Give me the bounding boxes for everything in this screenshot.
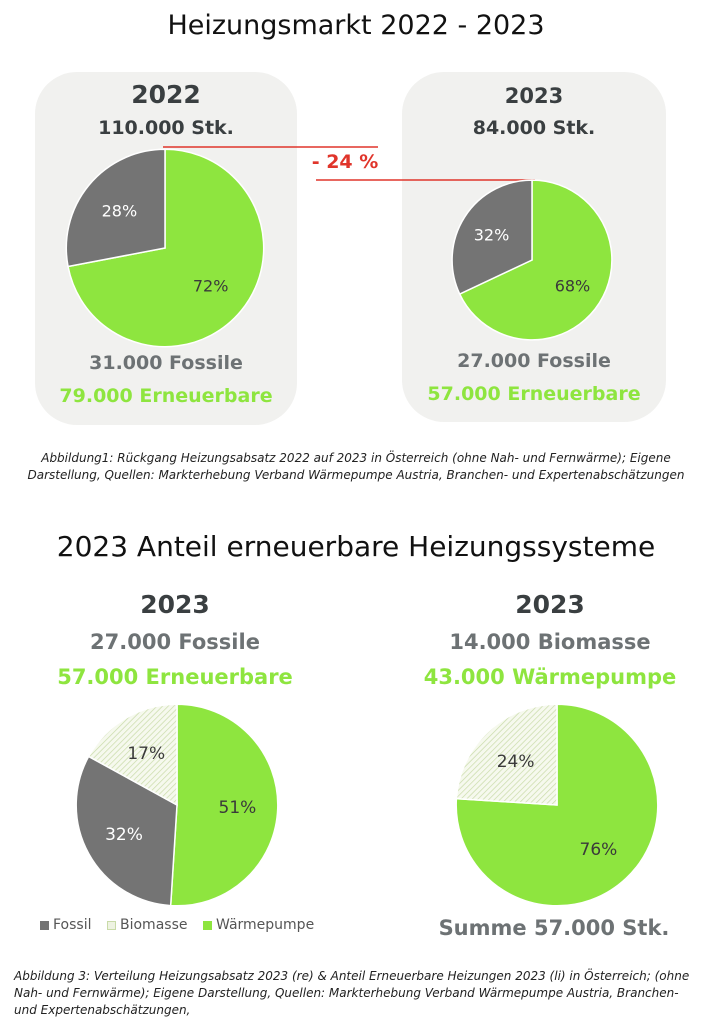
legend-swatch-fossil	[40, 921, 49, 930]
section-title: 2023 Anteil erneuerbare Heizungssysteme	[56, 530, 656, 563]
bottom-right-year: 2023	[515, 590, 585, 619]
change-label: - 24 %	[311, 151, 379, 173]
fossile-2022-label: 31.000 Fossile	[89, 352, 243, 374]
erneuerbare-2023-label: 57.000 Erneuerbare	[427, 383, 641, 405]
bottom-left-fossile: 27.000 Fossile	[90, 630, 260, 654]
pie-label-erneuerbare: 72%	[193, 277, 229, 296]
caption-figure-3: Abbildung 3: Verteilung Heizungsabsatz 2…	[14, 969, 690, 1017]
pie-slice-fossil	[65, 148, 166, 268]
pie-slice-biomasse	[87, 703, 178, 807]
total-2022-label: 110.000 Stk.	[98, 117, 234, 139]
pie-slice-biomasse	[455, 703, 558, 806]
legend-swatch-biomasse	[107, 921, 116, 930]
pie-slice-fossil	[75, 755, 178, 907]
pie-slice-erneuerbare	[458, 179, 613, 341]
pie-slice-erneuerbare	[67, 148, 265, 348]
pie-slice-waermepumpe	[169, 703, 279, 907]
legend-label-waermepumpe: Wärmepumpe	[216, 917, 315, 933]
pie-label-waermepumpe: 76%	[580, 840, 618, 860]
fossile-2023-label: 27.000 Fossile	[457, 350, 611, 372]
pie-label-waermepumpe: 51%	[219, 798, 257, 818]
pie-label-fossil: 32%	[474, 225, 510, 244]
summe-label: Summe 57.000 Stk.	[438, 916, 670, 940]
pie-chart-renewables-2023: 76% 24%	[455, 703, 659, 907]
legend: Fossil Biomasse Wärmepumpe	[40, 917, 340, 937]
pie-label-erneuerbare: 68%	[555, 277, 591, 296]
page-title: Heizungsmarkt 2022 - 2023	[167, 10, 545, 41]
erneuerbare-2022-label: 79.000 Erneuerbare	[59, 385, 273, 407]
bottom-left-erneuerbare: 57.000 Erneuerbare	[57, 665, 293, 689]
pie-chart-2023: 68% 32%	[451, 179, 613, 341]
year-2023-label: 2023	[504, 84, 564, 108]
legend-label-biomasse: Biomasse	[120, 917, 188, 933]
bottom-left-year: 2023	[140, 590, 210, 619]
pie-slice-fossil	[451, 179, 533, 296]
total-2023-label: 84.000 Stk.	[472, 117, 596, 139]
year-2022-label: 2022	[131, 80, 201, 109]
caption-figure-1: Abbildung1: Rückgang Heizungsabsatz 2022…	[27, 451, 685, 482]
legend-swatch-waermepumpe	[203, 921, 212, 930]
pie-label-fossil: 28%	[102, 201, 138, 220]
legend-label-fossil: Fossil	[53, 917, 92, 933]
pie-chart-2022: 72% 28%	[65, 148, 265, 348]
pie-label-biomasse: 17%	[127, 744, 165, 764]
bottom-right-waermepumpe: 43.000 Wärmepumpe	[423, 665, 677, 689]
bottom-right-biomasse: 14.000 Biomasse	[449, 630, 651, 654]
pie-label-biomasse: 24%	[497, 752, 535, 772]
change-connector	[163, 146, 535, 181]
pie-label-fossil: 32%	[105, 825, 143, 845]
pie-chart-distribution-2023: 51% 32% 17%	[75, 703, 279, 907]
